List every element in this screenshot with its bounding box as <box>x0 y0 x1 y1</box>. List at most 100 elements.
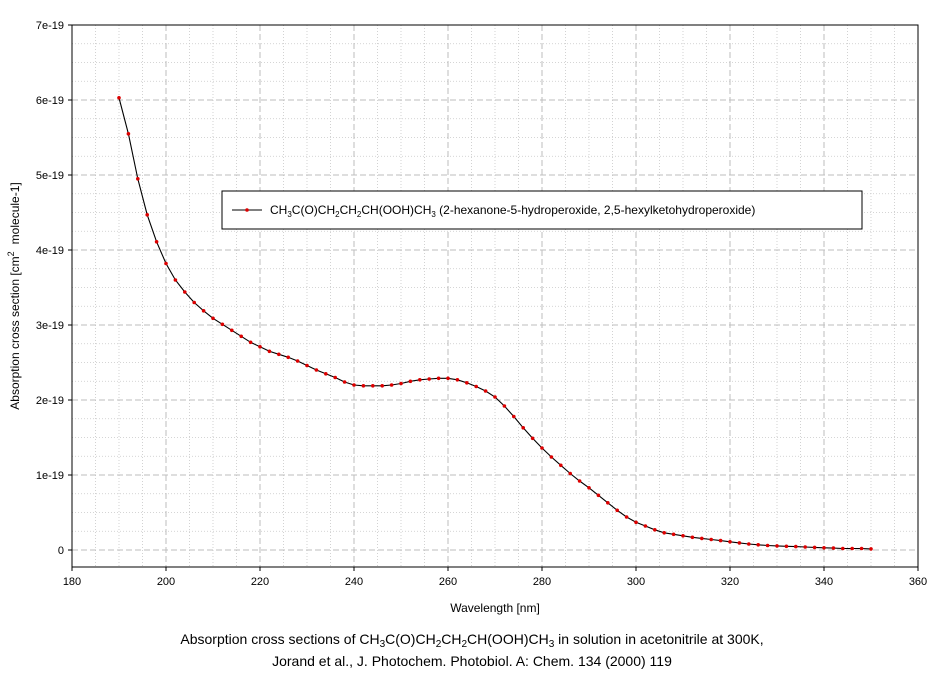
x-axis-title: Wavelength [nm] <box>450 601 540 615</box>
data-point <box>295 359 300 363</box>
data-point <box>361 384 366 388</box>
data-point <box>841 546 845 551</box>
caption-line-1: Absorption cross sections of CH3C(O)CH2C… <box>180 631 764 650</box>
data-point <box>117 96 121 100</box>
data-point <box>352 383 356 387</box>
data-point <box>568 471 572 476</box>
data-point <box>831 546 836 550</box>
data-point <box>173 278 178 282</box>
caption-line-2: Jorand et al., J. Photochem. Photobiol. … <box>272 653 672 669</box>
data-point <box>258 345 262 349</box>
data-point <box>455 378 460 382</box>
data-point <box>465 381 469 385</box>
legend-label: CH3C(O)CH2CH2CH(OOH)CH3 (2-hexanone-5-hy… <box>270 203 755 219</box>
x-tick-label: 320 <box>721 576 739 588</box>
data-point <box>371 384 375 388</box>
data-point <box>267 349 272 354</box>
data-point <box>389 383 394 387</box>
data-point <box>728 540 732 544</box>
data-point <box>154 240 159 244</box>
data-point <box>408 379 413 384</box>
data-point <box>446 376 450 381</box>
legend-box <box>221 190 863 230</box>
data-point <box>230 328 234 333</box>
x-tick-label: 300 <box>627 576 645 588</box>
x-tick-label: 260 <box>439 576 457 588</box>
data-point <box>483 389 488 393</box>
data-point <box>709 537 713 542</box>
data-point <box>559 463 563 468</box>
y-tick-label: 2e-19 <box>36 395 64 407</box>
data-point <box>747 542 751 546</box>
data-point <box>634 520 638 525</box>
data-point <box>333 375 338 380</box>
data-point <box>859 546 864 551</box>
data-point <box>643 524 648 528</box>
data-point <box>756 543 760 547</box>
series-markers <box>117 96 873 551</box>
legend: CH3C(O)CH2CH2CH(OOH)CH3 (2-hexanone-5-hy… <box>221 190 863 230</box>
data-point <box>380 384 385 388</box>
data-point <box>493 395 497 399</box>
data-point <box>850 546 854 551</box>
data-point <box>145 213 149 217</box>
grid-lines <box>72 25 918 567</box>
y-tick-label: 3e-19 <box>36 320 64 332</box>
data-point <box>530 436 535 441</box>
legend-marker-sample <box>245 208 249 212</box>
y-tick-label: 0 <box>58 545 64 557</box>
data-point <box>314 368 319 372</box>
data-point <box>164 261 168 266</box>
data-point <box>436 376 441 381</box>
data-point <box>803 545 807 549</box>
data-point <box>324 372 328 376</box>
data-point <box>822 546 826 550</box>
data-point <box>399 381 403 386</box>
data-point <box>812 545 817 550</box>
data-point <box>690 535 695 540</box>
data-point <box>136 177 140 181</box>
data-point <box>549 455 554 459</box>
data-point <box>201 309 206 313</box>
data-point <box>239 334 243 339</box>
data-point <box>277 352 281 357</box>
absorption-chart: 180 200 220 240 260 280 300 320 340 360 0 1e-19 2e-… <box>6 20 927 615</box>
data-point <box>596 493 601 498</box>
data-point <box>286 355 291 360</box>
data-point <box>784 544 789 549</box>
data-point <box>502 404 507 408</box>
y-axis-title: Absorption cross section [cm2molecule-1] <box>6 182 22 409</box>
data-point <box>342 380 347 384</box>
y-tick-label: 1e-19 <box>36 470 64 482</box>
data-point <box>794 544 798 549</box>
data-point <box>305 363 309 368</box>
y-tick-label: 4e-19 <box>36 245 64 257</box>
data-point <box>248 340 253 345</box>
y-tick-label: 5e-19 <box>36 170 64 182</box>
x-tick-label: 240 <box>345 576 363 588</box>
data-point <box>474 384 479 389</box>
data-point <box>615 508 619 513</box>
x-tick-label: 200 <box>157 576 175 588</box>
data-point <box>126 132 131 136</box>
data-point <box>775 544 779 548</box>
data-point <box>869 547 873 551</box>
x-tick-label: 180 <box>63 576 81 588</box>
data-point <box>427 377 432 381</box>
y-tick-label: 7e-19 <box>36 20 64 32</box>
data-point <box>662 531 666 535</box>
data-point <box>765 543 770 548</box>
data-point <box>718 538 723 543</box>
data-point <box>737 541 742 545</box>
data-point <box>671 532 676 537</box>
plot-frame <box>71 24 919 568</box>
data-point <box>192 300 196 305</box>
data-point <box>577 479 582 483</box>
x-tick-label: 340 <box>815 576 833 588</box>
data-point <box>220 322 225 327</box>
data-point <box>418 378 422 382</box>
x-tick-label: 360 <box>909 576 927 588</box>
data-point <box>521 426 525 430</box>
x-tick-label: 280 <box>533 576 551 588</box>
y-tick-label: 6e-19 <box>36 95 64 107</box>
